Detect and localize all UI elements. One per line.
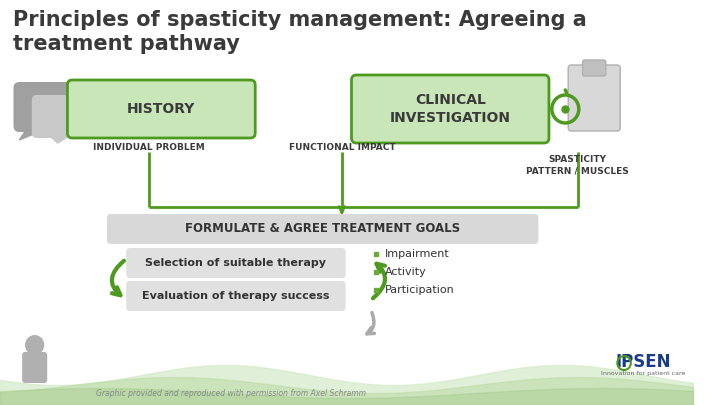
FancyBboxPatch shape [126, 281, 346, 311]
FancyBboxPatch shape [107, 214, 539, 244]
Text: Participation: Participation [385, 285, 455, 295]
Text: HISTORY: HISTORY [127, 102, 196, 116]
Text: Activity: Activity [385, 267, 427, 277]
Circle shape [25, 335, 45, 355]
Text: CLINICAL
INVESTIGATION: CLINICAL INVESTIGATION [390, 93, 510, 125]
FancyBboxPatch shape [14, 82, 78, 132]
Text: Selection of suitable therapy: Selection of suitable therapy [145, 258, 326, 268]
Text: treatment pathway: treatment pathway [14, 34, 240, 54]
Text: Principles of spasticity management: Agreeing a: Principles of spasticity management: Agr… [14, 10, 588, 30]
FancyBboxPatch shape [22, 352, 48, 383]
FancyBboxPatch shape [32, 95, 88, 138]
Text: Evaluation of therapy success: Evaluation of therapy success [142, 291, 330, 301]
FancyBboxPatch shape [126, 248, 346, 278]
FancyBboxPatch shape [582, 60, 606, 76]
Text: SPASTICITY
PATTERN / MUSCLES: SPASTICITY PATTERN / MUSCLES [526, 155, 629, 175]
FancyBboxPatch shape [68, 80, 255, 138]
FancyBboxPatch shape [568, 65, 620, 131]
Polygon shape [46, 133, 72, 143]
Text: IPSEN: IPSEN [616, 353, 671, 371]
Text: Graphic provided and reproduced with permission from Axel Schramm: Graphic provided and reproduced with per… [96, 389, 366, 398]
Text: FORMULATE & AGREE TREATMENT GOALS: FORMULATE & AGREE TREATMENT GOALS [185, 222, 460, 235]
Text: Innovation for patient care: Innovation for patient care [601, 371, 685, 377]
Text: FUNCTIONAL IMPACT: FUNCTIONAL IMPACT [289, 143, 395, 152]
Polygon shape [19, 126, 48, 140]
FancyBboxPatch shape [351, 75, 549, 143]
Text: INDIVIDUAL PROBLEM: INDIVIDUAL PROBLEM [94, 143, 205, 152]
Text: Impairment: Impairment [385, 249, 450, 259]
